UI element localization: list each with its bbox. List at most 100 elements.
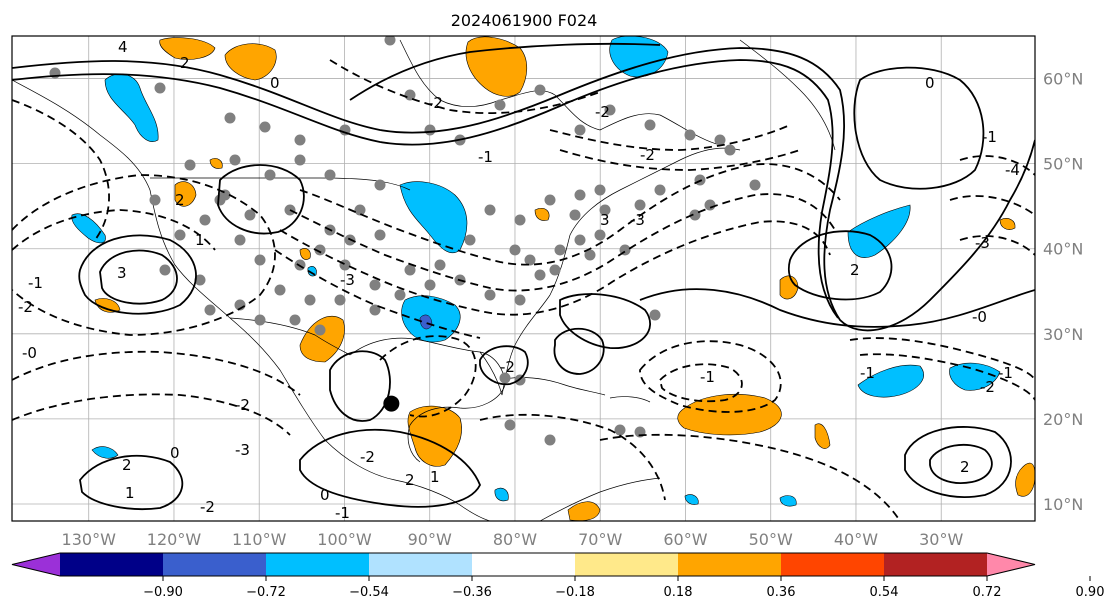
- contour-gulf-trough: [379, 335, 477, 418]
- contour-label: -2: [235, 396, 250, 414]
- contour-central-america-1: [299, 428, 481, 508]
- colorbar-extend-high: [987, 553, 1035, 576]
- gridlines: [12, 36, 1035, 521]
- contour-label: 1: [430, 468, 440, 486]
- contour-label: 0: [170, 444, 180, 462]
- orange-patch-small2: [299, 248, 311, 260]
- orange-patch-yukon: [224, 43, 277, 81]
- contour-label: -2: [595, 103, 610, 121]
- colorbar-tick-label: 0.54: [870, 585, 899, 600]
- station-dot: [604, 104, 616, 116]
- contour-trough-3: [289, 193, 836, 292]
- longitude-label: 90°W: [408, 530, 452, 549]
- station-dot: [534, 269, 546, 281]
- blue-patch-small2: [779, 495, 797, 507]
- station-dot: [224, 112, 236, 124]
- contour-label: -2: [200, 498, 215, 516]
- contour-canada: [549, 124, 791, 151]
- orange-patch-small6: [814, 423, 831, 449]
- longitude-label: 80°W: [493, 530, 537, 549]
- colorbar-tick-label: −0.18: [555, 585, 595, 600]
- station-dot: [569, 209, 581, 221]
- blue-patch-atlantic-e: [949, 362, 1001, 391]
- contour-east-ridge-2: [949, 195, 1035, 216]
- map-title: 2024061900 F024: [451, 11, 598, 30]
- coastline-north-america-west: [12, 79, 491, 521]
- station-dot: [514, 214, 526, 226]
- contour-label: 1: [125, 484, 135, 502]
- contour-caribbean-ring-2: [553, 327, 605, 375]
- contour-label: -1: [860, 364, 875, 382]
- colorbar-tick-label: 0.72: [973, 585, 1002, 600]
- orange-patch-alaska: [159, 37, 216, 60]
- station-dot: [464, 234, 476, 246]
- station-dot: [159, 264, 171, 276]
- orange-patch-hudson: [465, 36, 528, 97]
- contour-polar-jet-3: [349, 42, 661, 101]
- station-dot: [149, 194, 161, 206]
- colorbar-segment: [678, 553, 782, 576]
- positive-anomaly-shading: [94, 36, 1035, 521]
- colorbar-segment: [163, 553, 267, 576]
- station-dot: [499, 372, 511, 384]
- latitude-label: 40°N: [1043, 240, 1083, 259]
- station-dot: [544, 194, 556, 206]
- contour-trough-4: [279, 220, 831, 316]
- contour-label: -2: [640, 146, 655, 164]
- colorbar-segment: [472, 553, 576, 576]
- station-dot: [374, 179, 386, 191]
- longitude-label: 130°W: [62, 530, 117, 549]
- contour-label: -4: [1005, 161, 1020, 179]
- station-dot: [654, 184, 666, 196]
- orange-patch-small5: [999, 218, 1016, 230]
- map-frame: [11, 35, 1036, 522]
- station-dot: [184, 159, 196, 171]
- coastline-hispaniola: [609, 396, 651, 403]
- contour-label: 0: [270, 74, 280, 92]
- contour-label: 3: [600, 211, 610, 229]
- contour-label: 2: [405, 471, 415, 489]
- station-dot: [574, 124, 586, 136]
- station-dot: [234, 234, 246, 246]
- contour-east-atlantic: [849, 337, 1035, 381]
- station-dot: [194, 274, 206, 286]
- greenland-coast: [739, 39, 836, 151]
- station-dot: [514, 294, 526, 306]
- station-dot: [384, 36, 396, 46]
- station-dot: [254, 314, 266, 326]
- contour-polar-jet-1: [12, 47, 1035, 332]
- contour-label: 2: [850, 261, 860, 279]
- station-dot: [334, 294, 346, 306]
- station-dot: [204, 304, 216, 316]
- colorbar-segment: [60, 553, 164, 576]
- station-dot: [374, 229, 386, 241]
- contour-trough-1: [329, 59, 601, 114]
- contour-label: -2: [428, 94, 443, 112]
- contour-label: -3: [975, 234, 990, 252]
- station-dot: [294, 134, 306, 146]
- longitude-label: 40°W: [834, 530, 878, 549]
- orange-patch-east-atlantic: [1015, 462, 1035, 497]
- contour-label: -3: [630, 211, 645, 229]
- contour-label: 0: [320, 486, 330, 504]
- blue-patch-alaska: [104, 73, 159, 142]
- station-dot: [424, 279, 436, 291]
- station-dot: [704, 199, 716, 211]
- colorbar-segment: [369, 553, 473, 576]
- negative-contours: [12, 59, 1035, 521]
- station-dot: [714, 134, 726, 146]
- station-dot: [524, 254, 536, 266]
- station-dot: [244, 209, 256, 221]
- colorbar-tick-label: 0.18: [664, 585, 693, 600]
- latitude-label: 10°N: [1043, 495, 1083, 514]
- station-dot: [394, 289, 406, 301]
- contour-label: -1: [28, 274, 43, 292]
- station-dot: [599, 204, 611, 216]
- orange-patch-small7: [209, 158, 223, 169]
- contour-central-america-2: [79, 454, 184, 511]
- station-dot: [294, 154, 306, 166]
- colorbar-segment: [884, 553, 988, 576]
- longitude-label: 30°W: [919, 530, 963, 549]
- contour-east-atlantic-high-2: [929, 443, 993, 484]
- blue-patch-small1: [494, 487, 509, 502]
